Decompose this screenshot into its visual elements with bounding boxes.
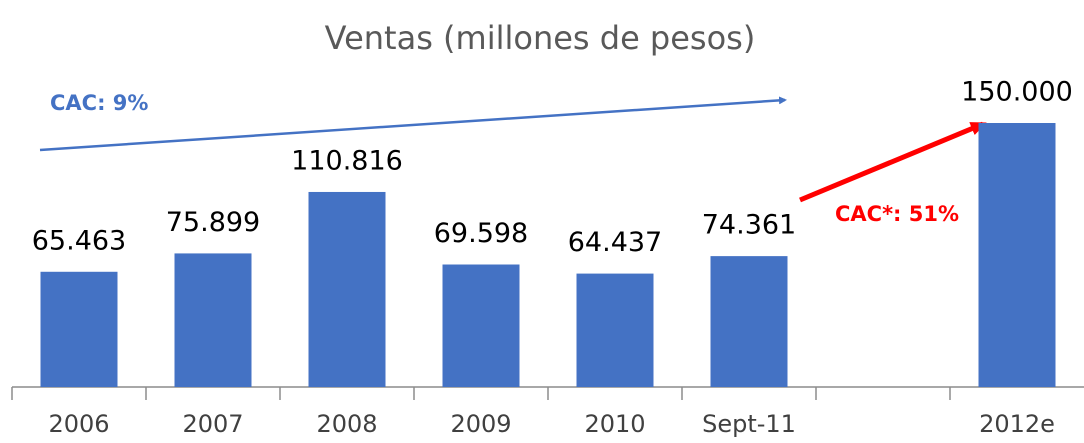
chart-title: Ventas (millones de pesos) <box>325 19 756 57</box>
x-tick-label: 2009 <box>450 410 511 438</box>
bar <box>576 273 654 387</box>
value-label: 69.598 <box>434 218 528 249</box>
bar <box>442 264 520 387</box>
bar <box>174 253 252 387</box>
bar <box>40 271 118 387</box>
trend-arrow <box>39 96 787 152</box>
x-tick-label: 2006 <box>48 410 109 438</box>
value-label: 64.437 <box>568 227 662 258</box>
trend-arrow <box>799 121 987 203</box>
x-tick-label: 2007 <box>182 410 243 438</box>
x-tick-label: 2008 <box>316 410 377 438</box>
value-label: 110.816 <box>291 145 403 176</box>
bar <box>308 191 386 387</box>
x-tick-label: Sept-11 <box>702 410 796 438</box>
bar <box>978 123 1056 387</box>
value-label: 75.899 <box>166 207 260 238</box>
annotation: CAC: 9% <box>50 91 148 115</box>
bar <box>710 256 788 387</box>
annotation: CAC*: 51% <box>835 202 959 226</box>
value-label: 65.463 <box>32 225 126 256</box>
value-label: 150.000 <box>961 77 1073 108</box>
value-label: 74.361 <box>702 210 796 241</box>
x-tick-label: 2010 <box>584 410 645 438</box>
x-tick-label: 2012e <box>979 410 1055 438</box>
